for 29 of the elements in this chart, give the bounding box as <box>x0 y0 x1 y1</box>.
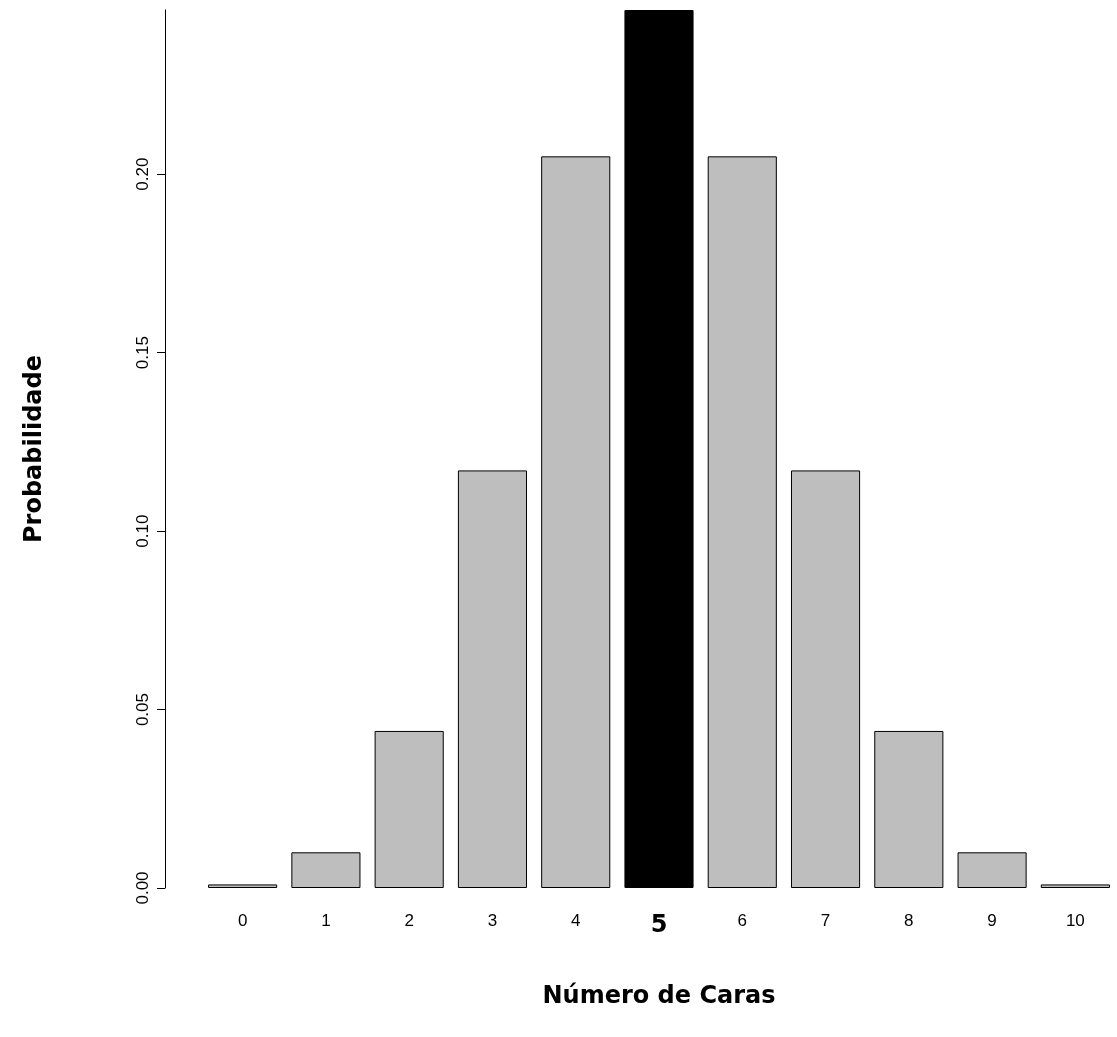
x-axis-title: Número de Caras <box>542 981 776 1009</box>
x-tick-label: 3 <box>487 911 498 930</box>
bar <box>707 156 777 888</box>
x-tick-label: 9 <box>987 911 997 930</box>
x-tick-label: 8 <box>904 911 914 930</box>
x-tick-label: 7 <box>820 911 831 930</box>
bar <box>957 852 1027 888</box>
bar <box>624 10 694 888</box>
y-tick-label: 0.05 <box>133 693 152 727</box>
x-tick-label: 10 <box>1065 911 1085 930</box>
x-tick-label: 5 <box>650 910 668 938</box>
bar <box>457 470 528 888</box>
bar <box>374 730 444 888</box>
y-tick-label: 0.15 <box>133 336 152 370</box>
y-tick-label: 0.00 <box>133 871 152 905</box>
bar <box>291 852 361 888</box>
x-tick-label: 2 <box>404 911 414 930</box>
bar <box>1040 884 1110 888</box>
y-tick-label: 0.20 <box>133 157 152 191</box>
x-tick-label: 1 <box>321 911 331 930</box>
bar <box>874 730 944 888</box>
y-axis-title: Probabilidade <box>19 355 47 543</box>
bar <box>790 470 861 888</box>
bar <box>208 884 278 888</box>
x-tick-label: 4 <box>570 911 581 930</box>
x-tick-label: 0 <box>237 911 248 930</box>
x-tick-label: 6 <box>737 911 748 930</box>
bar <box>541 156 611 888</box>
y-tick-label: 0.10 <box>133 514 152 548</box>
